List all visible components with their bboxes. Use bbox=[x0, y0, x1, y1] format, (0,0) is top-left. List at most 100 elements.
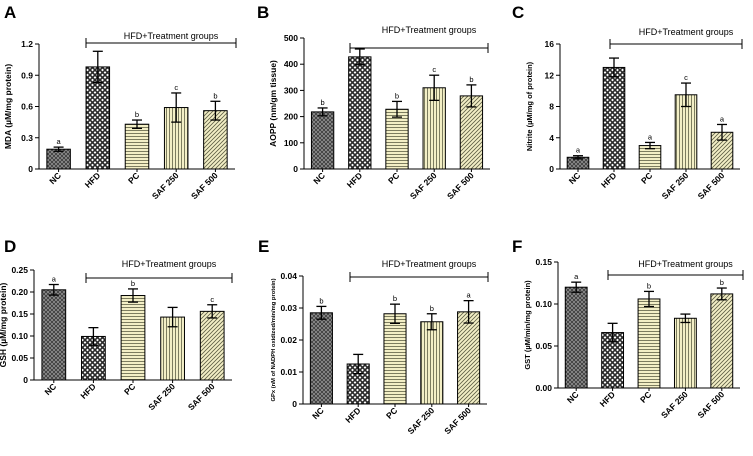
x-tick-label: HFD bbox=[598, 389, 617, 408]
y-tick-label: 0.00 bbox=[535, 383, 552, 393]
bar-nc bbox=[41, 289, 67, 381]
y-tick-label: 0.04 bbox=[280, 271, 297, 281]
panel-letter: C bbox=[512, 3, 524, 22]
x-tick-label: PC bbox=[384, 405, 399, 420]
significance-letter: b bbox=[430, 304, 434, 313]
x-tick-label: HFD bbox=[345, 170, 364, 189]
significance-letter: b bbox=[469, 75, 473, 84]
y-tick-label: 300 bbox=[284, 85, 298, 95]
x-tick-label: HFD bbox=[599, 170, 618, 189]
x-tick-label: HFD bbox=[343, 405, 362, 424]
significance-letter: c bbox=[432, 65, 436, 74]
y-tick-label: 0.02 bbox=[280, 335, 297, 345]
treatment-group-label: HFD+Treatment groups bbox=[382, 259, 477, 269]
significance-letter: b bbox=[395, 91, 399, 100]
bar-pc bbox=[383, 313, 407, 405]
y-axis-label: GST (µM/min/mg protein) bbox=[523, 280, 532, 370]
y-tick-label: 0.3 bbox=[21, 133, 33, 143]
y-axis-label: Nitrite (µM/mg of protein) bbox=[525, 61, 534, 151]
panel-letter: E bbox=[258, 237, 269, 256]
bar-pc bbox=[637, 298, 661, 389]
y-tick-label: 0.20 bbox=[11, 287, 28, 297]
significance-letter: b bbox=[131, 279, 135, 288]
y-tick-label: 0.05 bbox=[535, 341, 552, 351]
x-tick-label: PC bbox=[122, 381, 137, 396]
panel-letter: D bbox=[4, 237, 16, 256]
y-axis-label: AOPP (nm/gm tissue) bbox=[268, 60, 278, 147]
y-tick-label: 0.6 bbox=[21, 102, 33, 112]
panel-c: C 0 4 8 12 16 Nitrite (µM/mg of protein) a NC HFD… bbox=[512, 3, 743, 201]
x-tick-label: PC bbox=[638, 389, 653, 404]
bar-saf-500 bbox=[199, 310, 225, 381]
y-tick-label: 200 bbox=[284, 112, 298, 122]
y-tick-label: 0.03 bbox=[280, 303, 297, 313]
x-tick-label: HFD bbox=[78, 381, 97, 400]
x-tick-label: NC bbox=[567, 170, 583, 186]
treatment-group-label: HFD+Treatment groups bbox=[382, 25, 477, 35]
significance-letter: a bbox=[648, 132, 653, 141]
x-tick-label: SAF 250 bbox=[408, 170, 439, 201]
significance-letter: a bbox=[52, 275, 57, 284]
x-tick-label: SAF 500 bbox=[442, 405, 473, 436]
y-tick-label: 500 bbox=[284, 33, 298, 43]
x-tick-label: SAF 250 bbox=[660, 170, 691, 201]
significance-letter: a bbox=[576, 146, 581, 155]
panel-letter: A bbox=[4, 3, 16, 22]
treatment-group-label: HFD+Treatment groups bbox=[638, 259, 733, 269]
significance-letter: b bbox=[720, 278, 724, 287]
significance-letter: b bbox=[319, 296, 323, 305]
y-tick-label: 0.10 bbox=[535, 299, 552, 309]
y-tick-label: 0.15 bbox=[535, 257, 552, 267]
significance-letter: a bbox=[574, 272, 579, 281]
x-tick-label: SAF 250 bbox=[405, 405, 436, 436]
significance-letter: a bbox=[720, 114, 725, 123]
panel-letter: F bbox=[512, 237, 522, 256]
y-tick-label: 0 bbox=[549, 164, 554, 174]
y-tick-label: 0.25 bbox=[11, 265, 28, 275]
x-tick-label: NC bbox=[42, 381, 58, 397]
y-tick-label: 100 bbox=[284, 138, 298, 148]
y-tick-label: 0 bbox=[28, 164, 33, 174]
x-tick-label: HFD bbox=[83, 170, 102, 189]
panel-b: B 0 100 200 300 400 500 AOPP (nm/gm tissue) b NC H… bbox=[257, 3, 490, 201]
x-tick-label: SAF 250 bbox=[146, 381, 177, 412]
y-tick-label: 0.01 bbox=[280, 367, 297, 377]
bar-hfd bbox=[602, 66, 626, 170]
bar-pc bbox=[385, 108, 409, 170]
x-tick-label: PC bbox=[639, 170, 654, 185]
bar-nc bbox=[564, 286, 588, 389]
x-tick-label: NC bbox=[565, 389, 581, 405]
y-axis-label: GSH (µM/mg protein) bbox=[0, 282, 8, 367]
y-tick-label: 0.9 bbox=[21, 70, 33, 80]
y-tick-label: 0 bbox=[23, 375, 28, 385]
bar-saf-250 bbox=[420, 321, 444, 405]
x-tick-label: SAF 500 bbox=[186, 381, 217, 412]
y-tick-label: 8 bbox=[549, 102, 554, 112]
x-tick-label: SAF 500 bbox=[189, 170, 220, 201]
significance-letter: b bbox=[321, 98, 325, 107]
treatment-group-label: HFD+Treatment groups bbox=[122, 259, 217, 269]
bar-nc bbox=[309, 312, 333, 405]
significance-letter: c bbox=[210, 295, 214, 304]
significance-letter: b bbox=[213, 91, 217, 100]
bar-saf-500 bbox=[457, 311, 481, 405]
y-axis-label: MDA (µM/mg protein) bbox=[3, 64, 13, 149]
x-tick-label: SAF 500 bbox=[695, 389, 726, 420]
panel-letter: B bbox=[257, 3, 269, 22]
x-tick-label: SAF 250 bbox=[659, 389, 690, 420]
panel-f: F 0.00 0.05 0.10 0.15 GST (µM/min/mg protein)… bbox=[512, 237, 744, 420]
bar-nc bbox=[46, 148, 71, 170]
y-tick-label: 16 bbox=[545, 39, 555, 49]
significance-letter: c bbox=[684, 73, 688, 82]
y-tick-label: 0.10 bbox=[11, 331, 28, 341]
y-tick-label: 0.05 bbox=[11, 353, 28, 363]
x-tick-label: NC bbox=[311, 170, 327, 186]
significance-letter: a bbox=[57, 137, 62, 146]
bar-pc bbox=[120, 295, 146, 381]
bar-saf-500 bbox=[710, 293, 734, 389]
y-tick-label: 1.2 bbox=[21, 39, 33, 49]
significance-letter: b bbox=[647, 281, 651, 290]
